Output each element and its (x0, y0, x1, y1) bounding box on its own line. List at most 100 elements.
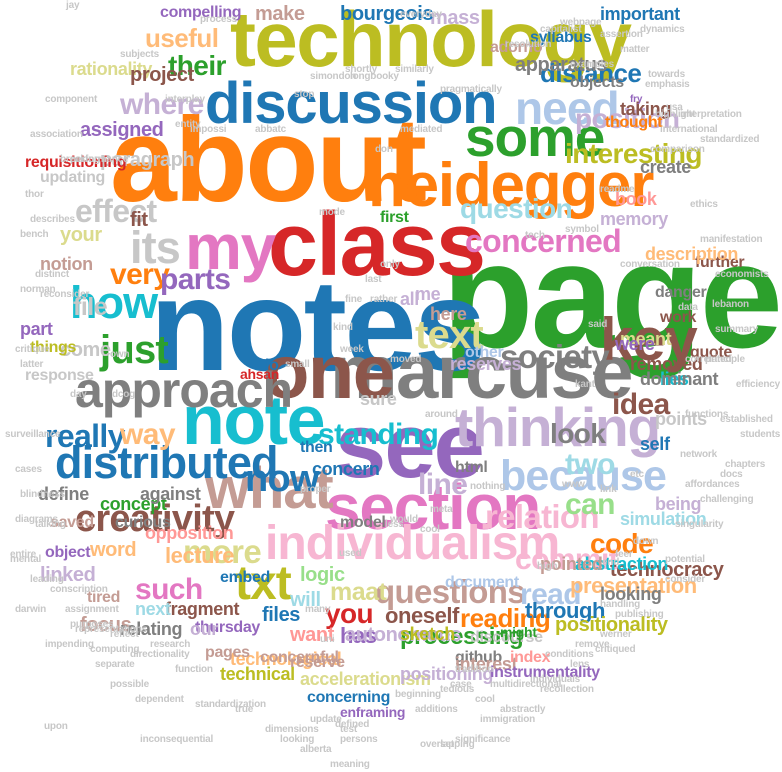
word-own: own (110, 350, 129, 360)
word-embed: embed (220, 570, 270, 586)
word-upon: upon (44, 722, 68, 732)
word-critiqued: critiqued (595, 645, 635, 655)
word-concern: concern (312, 460, 380, 478)
word-inconsequential: inconsequential (140, 735, 213, 745)
word-lecture: lecture (165, 545, 234, 567)
word-fry: fry (630, 95, 642, 105)
word-updating: updating (40, 170, 105, 186)
word-rather: rather (370, 295, 397, 305)
word-project: project (130, 65, 194, 85)
word-recollection: recollection (540, 685, 594, 695)
word-fine: fine (345, 295, 362, 305)
word-computing: computing (90, 645, 139, 655)
word-response: response (25, 368, 94, 384)
word-process: process (200, 15, 237, 25)
word-fragment: fragment (165, 600, 239, 618)
word-way: way (120, 420, 175, 450)
word-persons: persons (340, 735, 378, 745)
word-leading: leading (30, 575, 64, 585)
word-cool: cool (420, 525, 440, 535)
word-everyday: everyday (400, 10, 442, 20)
word-reconsider: reconsider (40, 290, 89, 300)
word-entire: entire (10, 550, 36, 560)
word-files: files (262, 605, 300, 625)
word-additions: additions (415, 705, 458, 715)
word-important: important (600, 5, 680, 23)
word-first: first (380, 210, 409, 226)
word-possible: possible (110, 680, 149, 690)
word-create: create (640, 158, 691, 176)
word-network: network (680, 450, 717, 460)
word-surveillance: surveillance (5, 430, 60, 440)
word-assertion: assertion (600, 30, 643, 40)
word-your: your (60, 225, 102, 245)
word-html: html (455, 460, 488, 476)
word-thought: thought (605, 115, 662, 131)
word-assigned: assigned (80, 120, 164, 140)
word-examples: examples (570, 60, 614, 70)
word-technical: technical (220, 665, 295, 683)
word-two: two (565, 450, 615, 480)
word-here: here (430, 305, 467, 323)
word-docs: docs (720, 470, 743, 480)
word-end: end (602, 558, 619, 568)
word-day: day (70, 390, 87, 400)
word-looking: looking (280, 735, 314, 745)
word-conversation: conversation (620, 260, 680, 270)
word-manifestation: manifestation (700, 235, 762, 245)
word-around: around (425, 410, 458, 420)
word-bench: bench (20, 230, 48, 240)
word-students: students (740, 430, 780, 440)
word-our: our (190, 620, 218, 638)
word-fit: fit (130, 210, 148, 230)
word-etc: etc (630, 470, 644, 480)
word-separate: separate (95, 660, 135, 670)
word-kind: kind (333, 323, 353, 333)
word-established: established (720, 415, 773, 425)
word-shortly: shortly (345, 65, 377, 75)
word-comparison: comparison (650, 145, 705, 155)
word-enframing: enframing (340, 705, 405, 719)
word-singularity: singularity (675, 520, 723, 530)
word-true: true (235, 705, 253, 715)
word-word: word (90, 540, 136, 560)
word-alberta: alberta (300, 745, 331, 755)
word-standing: standing (318, 420, 438, 450)
word-lebanon: lebanon (712, 300, 749, 310)
word-correlated: correlated (685, 355, 731, 365)
word-link: link (600, 485, 616, 495)
word-similarly: similarly (395, 65, 434, 75)
word-usa: usa (666, 103, 683, 113)
word-challenging: challenging (700, 495, 753, 505)
word-impossi: impossi (190, 125, 226, 135)
word-uni: uni (320, 635, 334, 645)
word-data: data (678, 303, 698, 313)
word-breaking: breaking (60, 155, 100, 165)
word-said: said (588, 320, 607, 330)
word-used: used (339, 549, 362, 559)
word-high: high (537, 562, 557, 572)
word-efficiency: efficiency (736, 380, 780, 390)
word-symbol: symbol (565, 225, 599, 235)
word-reserve: reserve (290, 655, 345, 671)
word-only: only (380, 260, 400, 270)
word-many: many (305, 605, 330, 615)
word-function: function (175, 665, 213, 675)
word-readme: readme (600, 185, 634, 195)
word-resolution: resolution (505, 40, 551, 50)
word-distinct: distinct (35, 270, 69, 280)
word-werner: werner (600, 630, 632, 640)
word-diagrams: diagrams (15, 515, 58, 525)
word-potential: potential (665, 555, 705, 565)
word-curious: curious (115, 515, 171, 531)
word-logic: logic (300, 565, 345, 585)
word-document: document (445, 575, 519, 591)
word-less: less (385, 520, 404, 530)
word-tedious: tedious (440, 685, 474, 695)
word-affordances: affordances (685, 480, 740, 490)
word-make: make (255, 4, 305, 24)
word-component: component (45, 95, 97, 105)
word-test: test (340, 725, 357, 735)
word-lens: lens (570, 660, 589, 670)
